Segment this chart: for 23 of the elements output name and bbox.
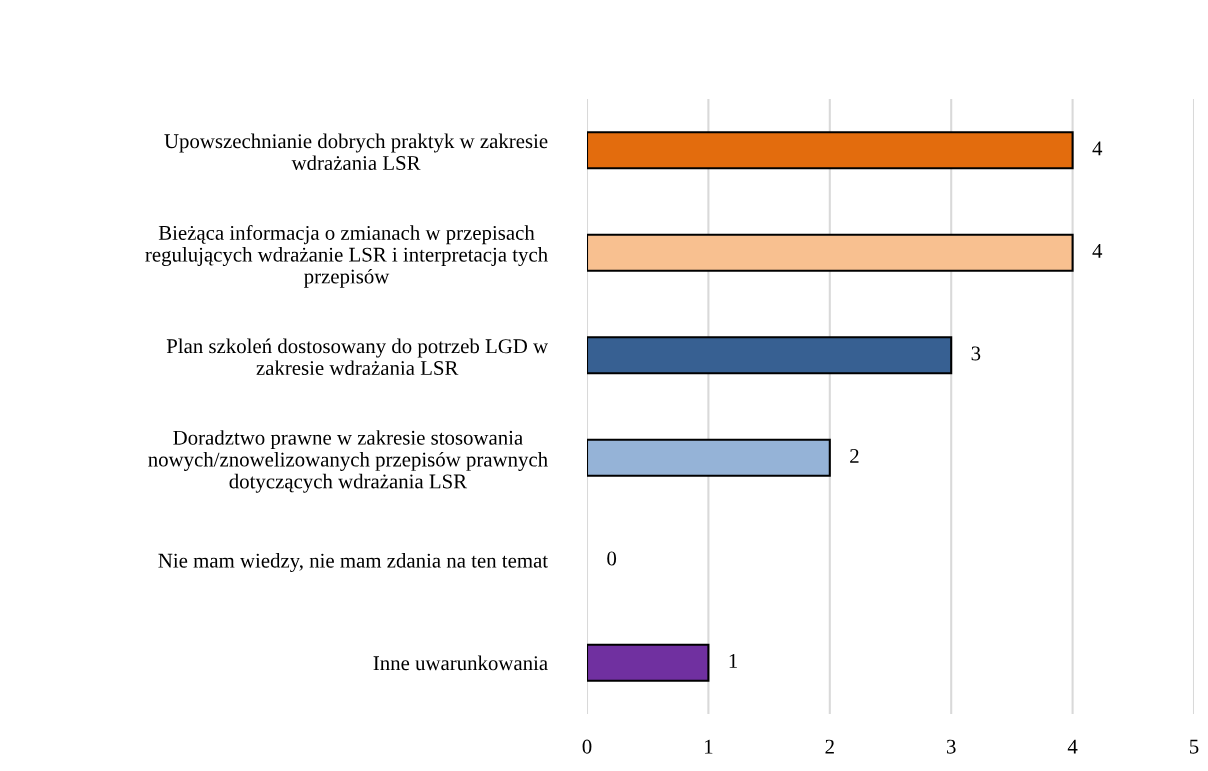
bar (587, 438, 831, 477)
y-tick-label: Nie mam wiedzy, nie mam zdania na ten temat (158, 553, 548, 572)
data-label: 4 (1092, 141, 1103, 156)
x-tick-label: 1 (705, 739, 713, 754)
y-tick-label: Bieżąca informacja o zmianach w przepisach regulujących wdrażanie LSR i interpretacja tych przepisów (145, 225, 548, 288)
x-tick-label: 4 (1067, 739, 1078, 754)
x-tick-label: 0 (582, 739, 592, 754)
y-tick-label: Doradztwo prawne w zakresie stosowania nowych/znowelizowanych przepisów prawnych dotyczących wdrażania LSR (148, 430, 548, 493)
data-label: 2 (850, 448, 859, 463)
bar (587, 131, 1074, 170)
data-label: 0 (607, 551, 617, 566)
bar (587, 336, 953, 375)
bar (587, 643, 710, 682)
x-tick-label: 5 (1190, 739, 1199, 754)
y-tick-label: Upowszechnianie dobrych praktyk w zakresie wdrażania LSR (164, 133, 548, 171)
y-tick-label: Plan szkoleń dostosowany do potrzeb LGD w zakresie wdrażania LSR (166, 338, 549, 376)
x-tick-label: 2 (825, 739, 834, 754)
data-label: 3 (971, 346, 981, 361)
data-label: 1 (729, 654, 738, 668)
bar (587, 233, 1074, 272)
y-tick-label: Inne uwarunkowania (373, 655, 548, 671)
x-tick-label: 3 (946, 739, 956, 754)
data-label: 4 (1092, 244, 1103, 258)
